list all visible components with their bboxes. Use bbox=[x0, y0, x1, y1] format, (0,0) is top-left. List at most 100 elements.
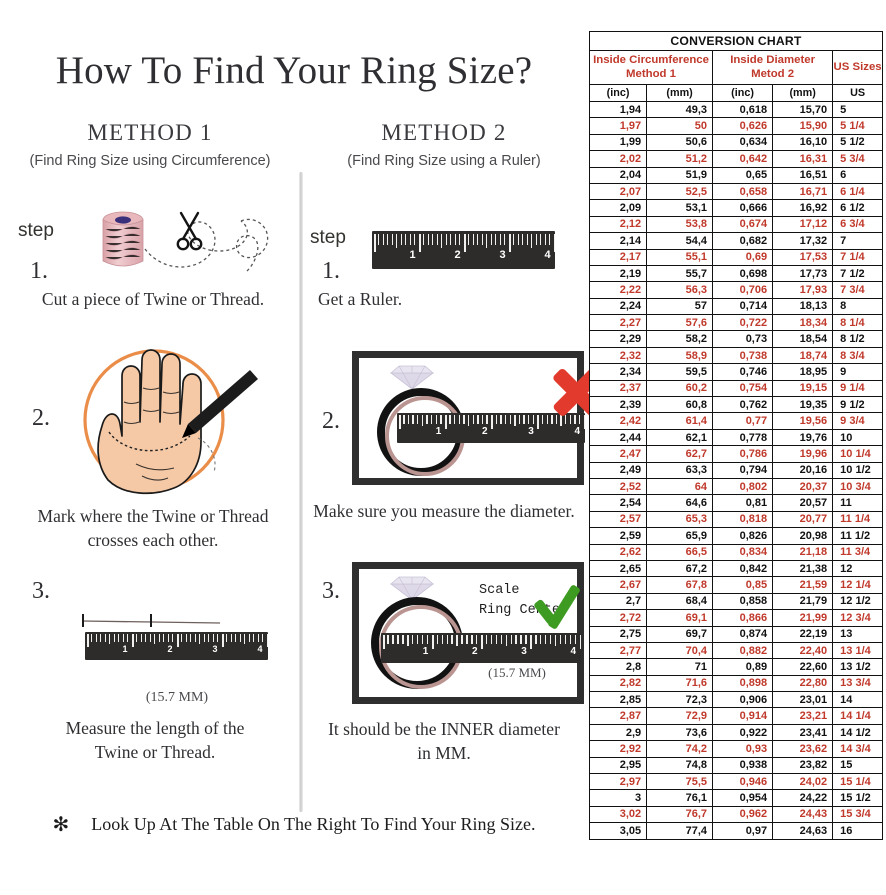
table-title-row: CONVERSION CHART bbox=[589, 31, 883, 51]
table-row: 2,49 63,3 0,794 20,16 10 1/2 bbox=[588, 461, 883, 479]
cell-circ-inc: 2,07 bbox=[588, 182, 648, 201]
cell-diam-mm: 18,54 bbox=[772, 330, 834, 348]
table-row: 2,39 60,8 0,762 19,35 9 1/2 bbox=[588, 396, 883, 414]
cell-diam-inc: 0,946 bbox=[712, 773, 774, 791]
ruler-tick bbox=[382, 234, 384, 245]
ruler-tick bbox=[555, 415, 558, 424]
cell-circ-mm: 63,3 bbox=[646, 461, 714, 479]
table-row: 2,02 51,2 0,642 16,31 5 3/4 bbox=[588, 150, 883, 168]
method-2-title: METHOD 2 bbox=[381, 120, 507, 145]
cell-diam-inc: 0,866 bbox=[712, 609, 774, 627]
ruler-tick bbox=[537, 415, 540, 429]
ruler-tick bbox=[104, 634, 106, 642]
cell-us-size: 5 3/4 bbox=[832, 150, 883, 168]
cell-diam-mm: 18,34 bbox=[772, 314, 834, 332]
chart-title: CONVERSION CHART bbox=[589, 31, 883, 51]
cell-circ-inc: 2,22 bbox=[588, 281, 648, 299]
ruler-tick bbox=[499, 234, 501, 245]
cell-us-size: 8 bbox=[832, 297, 883, 316]
ruler-tick bbox=[522, 234, 524, 245]
ruler-tick bbox=[500, 635, 503, 644]
method-1-step-2-caption: Mark where the Twine or Thread crosses e… bbox=[14, 505, 292, 552]
cell-diam-mm: 17,32 bbox=[772, 232, 834, 250]
table-row: 3,02 76,7 0,962 24,43 15 3/4 bbox=[588, 805, 883, 824]
cell-circ-mm: 62,7 bbox=[646, 445, 714, 463]
table-row: 2,9 73,6 0,922 23,41 14 1/2 bbox=[588, 723, 883, 742]
cell-diam-inc: 0,826 bbox=[712, 527, 774, 545]
ruler-tick bbox=[440, 415, 442, 424]
cell-circ-inc: 2,9 bbox=[588, 723, 648, 742]
ruler-tick bbox=[441, 234, 443, 249]
ruler-tick bbox=[244, 634, 246, 645]
cell-circ-mm: 57 bbox=[646, 297, 714, 316]
cell-us-size: 12 3/4 bbox=[832, 609, 883, 627]
ruler-tick bbox=[402, 635, 404, 644]
cell-circ-inc: 2,92 bbox=[588, 740, 648, 758]
ruler-tick bbox=[436, 635, 439, 644]
method-1-title: METHOD 1 bbox=[87, 120, 213, 145]
ruler-tick bbox=[467, 415, 470, 426]
cell-circ-inc: 1,97 bbox=[588, 117, 648, 135]
cell-diam-inc: 0,794 bbox=[712, 461, 774, 479]
ruler-tick bbox=[481, 415, 484, 424]
ruler-tick bbox=[528, 415, 530, 424]
ruler-tick bbox=[517, 234, 519, 245]
ruler-tick bbox=[172, 634, 174, 642]
cell-us-size: 12 1/4 bbox=[832, 576, 883, 594]
cell-diam-inc: 0,746 bbox=[712, 363, 774, 381]
ruler-tick bbox=[549, 234, 551, 245]
ruler-tick bbox=[530, 635, 533, 649]
cell-diam-inc: 0,962 bbox=[712, 805, 774, 824]
ruler-method-2-step-1: 1 2 3 4 bbox=[372, 231, 555, 269]
ruler-tick bbox=[515, 635, 517, 644]
ruler-label-1: 1 bbox=[122, 644, 128, 654]
ruler-tick bbox=[451, 635, 453, 644]
ruler-tick bbox=[118, 634, 120, 642]
cell-us-size: 14 3/4 bbox=[832, 740, 883, 758]
ruler-tick bbox=[199, 634, 201, 645]
ruler-label-2: 2 bbox=[454, 249, 461, 261]
ruler-tick bbox=[525, 635, 527, 644]
group-header-diameter-line-1: Inside Diameter bbox=[730, 54, 816, 67]
ruler-tick bbox=[472, 415, 474, 424]
ruler-tick bbox=[86, 634, 89, 647]
cell-diam-mm: 15,70 bbox=[772, 100, 834, 119]
table-row: 2,34 59,5 0,746 18,95 9 bbox=[588, 363, 883, 381]
cell-circ-mm: 54,4 bbox=[646, 232, 714, 250]
method-1-step-3-caption-line-1: Measure the length of the bbox=[65, 718, 245, 738]
column-header-diam-inc: (inc) bbox=[712, 84, 774, 102]
cell-diam-inc: 0,618 bbox=[712, 100, 774, 119]
ruler-tick bbox=[426, 635, 429, 644]
table-row: 1,99 50,6 0,634 16,10 5 1/2 bbox=[588, 133, 883, 152]
ruler-tick bbox=[397, 635, 399, 644]
ruler-tick bbox=[131, 634, 134, 647]
ruler-tick bbox=[392, 635, 394, 644]
cell-circ-mm: 49,3 bbox=[646, 100, 714, 119]
table-row: 2,54 64,6 0,81 20,57 11 bbox=[588, 494, 883, 512]
cell-diam-mm: 17,53 bbox=[772, 248, 834, 266]
method-1-heading: METHOD 1 (Find Ring Size using Circumfer… bbox=[0, 120, 300, 169]
cell-diam-inc: 0,73 bbox=[712, 330, 774, 348]
hand-with-pen-icon bbox=[83, 349, 258, 495]
group-header-circumference-line-1: Inside Circumference bbox=[593, 54, 709, 67]
cell-diam-inc: 0,858 bbox=[712, 592, 774, 611]
ruler-tick bbox=[185, 634, 187, 642]
cell-diam-mm: 17,73 bbox=[772, 264, 834, 283]
table-row: 2,12 53,8 0,674 17,12 6 3/4 bbox=[588, 215, 883, 234]
cell-diam-mm: 24,43 bbox=[772, 805, 834, 824]
method-2-step-3-note: (15.7 ΜΜ) bbox=[488, 665, 546, 680]
cell-circ-inc: 2,57 bbox=[588, 510, 648, 529]
ruler-tick bbox=[541, 415, 544, 424]
cell-us-size: 16 bbox=[832, 822, 883, 840]
cell-diam-inc: 0,938 bbox=[712, 756, 774, 775]
ruler-tick bbox=[551, 415, 553, 424]
ruler-tick bbox=[463, 234, 466, 252]
cell-diam-mm: 23,41 bbox=[772, 723, 834, 742]
page-title: How To Find Your Ring Size? bbox=[55, 49, 533, 92]
method-1-step-word: step bbox=[18, 220, 54, 241]
cell-diam-inc: 0,922 bbox=[712, 723, 774, 742]
group-header-circumference: Inside Circumference Method 1 bbox=[588, 50, 714, 85]
cell-circ-inc: 2,39 bbox=[588, 396, 648, 414]
cell-diam-mm: 16,71 bbox=[772, 182, 834, 201]
